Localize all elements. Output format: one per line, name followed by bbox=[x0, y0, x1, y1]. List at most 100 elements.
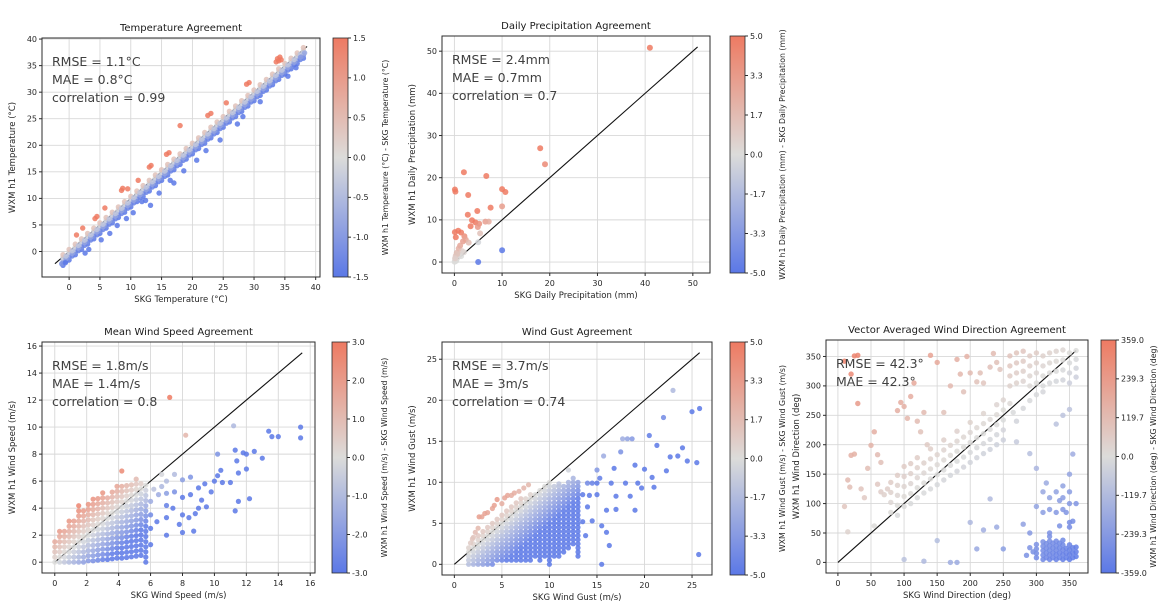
colorbar-tick-label: -1.5 bbox=[353, 273, 369, 282]
stats-line: RMSE = 3.7m/s bbox=[452, 358, 549, 373]
x-axis-label: SKG Daily Precipitation (mm) bbox=[514, 291, 638, 301]
y-tick-label: 14 bbox=[27, 369, 37, 378]
y-tick-label: 250 bbox=[806, 411, 821, 420]
colorbar-tick-label: -1.0 bbox=[352, 492, 368, 501]
x-tick-label: 15 bbox=[156, 283, 166, 292]
x-axis-label: SKG Wind Speed (m/s) bbox=[131, 591, 227, 601]
colorbar-gradient bbox=[1100, 339, 1117, 574]
colorbar-tick-label: 2.0 bbox=[352, 376, 365, 385]
x-tick-label: 0 bbox=[452, 581, 457, 590]
mean-wind-speed-agreement-panel: 0 2 4 6 8 10 12 14 16 0 2 4 6 8 10 12 14 16 SKG Wind Speed… bbox=[0, 320, 400, 616]
y-tick-label: 10 bbox=[27, 423, 37, 432]
x-axis-label: SKG Wind Direction (deg) bbox=[903, 591, 1011, 601]
axes-spines bbox=[441, 341, 713, 576]
x-tick-label: 50 bbox=[866, 579, 876, 588]
y-tick-label: 10 bbox=[27, 194, 37, 203]
stats-line: correlation = 0.74 bbox=[452, 394, 565, 409]
y-axis-label: WXM h1 Wind Speed (m/s) bbox=[8, 401, 18, 514]
colorbar-tick-label: -3.3 bbox=[750, 229, 766, 238]
colorbar: 359.0 239.3 119.7 0.0 -119.7 -239.3 -359.0WXM … bbox=[1100, 336, 1158, 578]
colorbar-label: WXM h1 Wind Speed (m/s) - SKG Wind Speed… bbox=[380, 358, 389, 558]
chart-title: Daily Precipitation Agreement bbox=[501, 21, 651, 32]
colorbar-tick-label: 5.0 bbox=[750, 32, 763, 41]
stats-line: RMSE = 1.8m/s bbox=[52, 358, 149, 373]
stats-annotation: RMSE = 2.4mm MAE = 0.7mm correlation = 0.7 bbox=[452, 52, 557, 103]
x-tick-label: 2 bbox=[84, 579, 89, 588]
y-tick-label: 4 bbox=[32, 504, 37, 513]
y-tick-label: 30 bbox=[27, 88, 37, 97]
x-tick-label: 20 bbox=[639, 581, 649, 590]
grid-lines bbox=[826, 340, 1088, 573]
x-tick-label: 5 bbox=[499, 581, 504, 590]
x-tick-label: 40 bbox=[311, 283, 321, 292]
colorbar: 5.0 3.3 1.7 0.0 -1.7 -3.3 -5.0 WXM h1 Wind Gust… bbox=[729, 338, 787, 580]
colorbar-tick-label: -5.0 bbox=[750, 571, 766, 580]
colorbar-tick-label: 1.7 bbox=[750, 415, 763, 424]
colorbar-tick-label: -1.7 bbox=[750, 190, 766, 199]
y-tick-label: 50 bbox=[811, 529, 821, 538]
temperature-agreement-panel: 0 5 10 15 20 25 30 35 40 0 5 10 15 20 25 30 35 40 SKG Temp… bbox=[0, 0, 400, 312]
x-tick-label: 150 bbox=[930, 579, 945, 588]
colorbar-tick-label: 0.5 bbox=[353, 113, 366, 122]
y-tick-label: 15 bbox=[427, 437, 437, 446]
y-tick-label: 25 bbox=[27, 115, 37, 124]
colorbar: 3.0 2.0 1.0 0.0 -1.0 -2.0 -3.0 WXM h1 Wind Spee… bbox=[331, 338, 389, 578]
stats-line: MAE = 3m/s bbox=[452, 376, 529, 391]
vector-averaged-wind-direction-agreement-chart: 0 50 100 150 200 250 300 350 0 50 100 150 200 250 300 3… bbox=[792, 325, 1158, 601]
y-tick-label: 200 bbox=[806, 441, 821, 450]
colorbar-tick-label: -119.7 bbox=[1121, 491, 1147, 500]
colorbar: 5.0 3.3 1.7 0.0 -1.7 -3.3 -5.0 WXM h1 Daily Pre… bbox=[729, 29, 787, 280]
stats-line: correlation = 0.99 bbox=[52, 90, 165, 105]
colorbar-tick-label: -1.0 bbox=[353, 233, 369, 242]
x-tick-label: 200 bbox=[963, 579, 978, 588]
y-tick-label: 30 bbox=[427, 131, 437, 140]
tick-labels: 0 2 4 6 8 10 12 14 16 0 2 4 6 8 10 12 14 16 bbox=[27, 342, 315, 588]
scatter-points bbox=[466, 387, 703, 567]
chart-title: Wind Gust Agreement bbox=[522, 327, 632, 338]
x-tick-label: 40 bbox=[640, 279, 650, 288]
colorbar-tick-label: 119.7 bbox=[1121, 413, 1144, 422]
daily-precipitation-agreement-panel: 0 10 20 30 40 50 0 10 20 30 40 50 SKG Daily Precipit… bbox=[400, 0, 800, 312]
colorbar-tick-label: 1.0 bbox=[353, 74, 366, 83]
stats-annotation: RMSE = 3.7m/s MAE = 3m/s correlation = 0.7… bbox=[452, 358, 565, 409]
colorbar-tick-label: 5.0 bbox=[750, 338, 763, 347]
grid-lines bbox=[42, 38, 320, 277]
y-tick-label: 40 bbox=[27, 35, 37, 44]
colorbar-gradient bbox=[729, 35, 746, 274]
colorbar-tick-label: -3.3 bbox=[750, 532, 766, 541]
x-tick-label: 10 bbox=[544, 581, 554, 590]
temperature-agreement-chart: 0 5 10 15 20 25 30 35 40 0 5 10 15 20 25 30 35 40 SKG Temp… bbox=[8, 23, 390, 305]
colorbar-tick-label: -0.5 bbox=[353, 193, 369, 202]
y-tick-label: 0 bbox=[32, 247, 37, 256]
x-tick-label: 0 bbox=[452, 279, 457, 288]
scatter-points bbox=[841, 347, 1079, 566]
y-tick-label: 40 bbox=[427, 89, 437, 98]
y-axis-label: WXM h1 Wind Gust (m/s) bbox=[408, 405, 418, 511]
colorbar-label: WXM h1 Wind Gust (m/s) - SKG Wind Gust (… bbox=[778, 365, 787, 552]
identity-line bbox=[54, 352, 303, 563]
colorbar-tick-label: 0.0 bbox=[1121, 452, 1134, 461]
axes-spines bbox=[441, 35, 711, 274]
x-tick-label: 50 bbox=[688, 279, 698, 288]
y-tick-label: 16 bbox=[27, 342, 37, 351]
colorbar-tick-label: -3.0 bbox=[352, 569, 368, 578]
y-tick-label: 10 bbox=[427, 478, 437, 487]
colorbar-tick-label: 3.3 bbox=[750, 71, 763, 80]
stats-line: RMSE = 42.3° bbox=[836, 356, 924, 371]
stats-line: correlation = 0.8 bbox=[52, 394, 157, 409]
x-tick-label: 8 bbox=[180, 579, 185, 588]
y-tick-label: 35 bbox=[27, 61, 37, 70]
colorbar-label: WXM h1 Temperature (°C) - SKG Temperatur… bbox=[381, 60, 390, 256]
colorbar-tick-label: 0.0 bbox=[353, 153, 366, 162]
scatter-points bbox=[59, 44, 308, 268]
y-tick-label: 20 bbox=[427, 173, 437, 182]
chart-title: Vector Averaged Wind Direction Agreement bbox=[848, 325, 1066, 336]
stats-line: RMSE = 1.1°C bbox=[52, 54, 141, 69]
colorbar-tick-label: 239.3 bbox=[1121, 375, 1144, 384]
x-tick-label: 25 bbox=[687, 581, 697, 590]
colorbar-tick-label: -239.3 bbox=[1121, 530, 1147, 539]
x-tick-label: 30 bbox=[592, 279, 602, 288]
x-tick-label: 14 bbox=[273, 579, 283, 588]
stats-line: RMSE = 2.4mm bbox=[452, 52, 550, 67]
x-axis-label: SKG Temperature (°C) bbox=[134, 295, 228, 305]
